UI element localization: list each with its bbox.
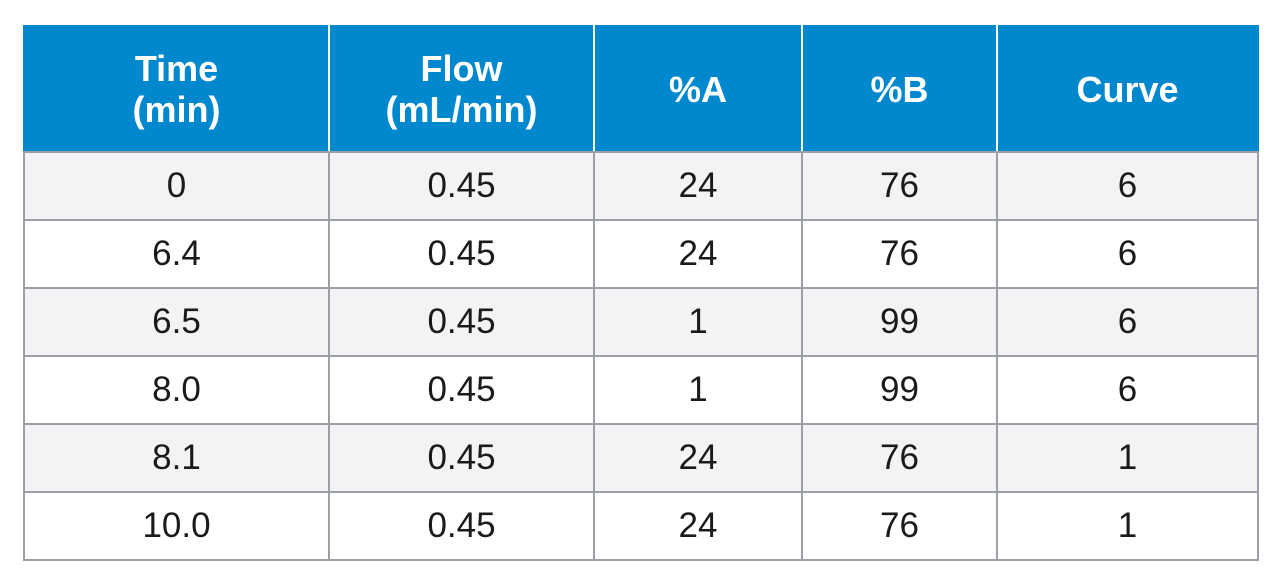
header-flow-unit: (mL/min) — [385, 89, 538, 130]
cell-flow: 0.45 — [328, 151, 595, 221]
cell-time: 0 — [23, 151, 330, 221]
cell-percent-a: 24 — [593, 491, 803, 561]
table-row: 10.0 0.45 24 76 1 — [23, 491, 1259, 561]
table-row: 8.0 0.45 1 99 6 — [23, 355, 1259, 425]
table-row: 0 0.45 24 76 6 — [23, 151, 1259, 221]
cell-curve: 6 — [996, 219, 1259, 289]
cell-flow: 0.45 — [328, 423, 595, 493]
cell-time: 6.4 — [23, 219, 330, 289]
cell-time: 8.1 — [23, 423, 330, 493]
cell-percent-a: 24 — [593, 151, 803, 221]
table-row: 6.4 0.45 24 76 6 — [23, 219, 1259, 289]
header-curve: Curve — [996, 25, 1259, 153]
cell-flow: 0.45 — [328, 355, 595, 425]
cell-curve: 1 — [996, 423, 1259, 493]
cell-percent-a: 24 — [593, 219, 803, 289]
cell-percent-b: 76 — [801, 151, 998, 221]
gradient-table: Time (min) Flow (mL/min) %A %B Curve 0 0… — [23, 25, 1259, 561]
cell-percent-b: 99 — [801, 355, 998, 425]
cell-percent-b: 76 — [801, 423, 998, 493]
cell-percent-b: 76 — [801, 491, 998, 561]
header-time-label: Time — [134, 48, 219, 89]
cell-time: 6.5 — [23, 287, 330, 357]
header-percent-b: %B — [801, 25, 998, 153]
cell-flow: 0.45 — [328, 287, 595, 357]
cell-time: 8.0 — [23, 355, 330, 425]
header-flow: Flow (mL/min) — [328, 25, 595, 153]
cell-percent-a: 1 — [593, 287, 803, 357]
cell-percent-a: 24 — [593, 423, 803, 493]
header-flow-label: Flow — [420, 48, 503, 89]
cell-percent-b: 99 — [801, 287, 998, 357]
cell-percent-a: 1 — [593, 355, 803, 425]
header-percent-b-label: %B — [870, 68, 929, 110]
table-row: 8.1 0.45 24 76 1 — [23, 423, 1259, 493]
header-percent-a: %A — [593, 25, 803, 153]
cell-curve: 6 — [996, 287, 1259, 357]
header-time-unit: (min) — [132, 89, 221, 130]
cell-flow: 0.45 — [328, 219, 595, 289]
cell-flow: 0.45 — [328, 491, 595, 561]
header-curve-label: Curve — [1076, 68, 1179, 110]
cell-curve: 6 — [996, 355, 1259, 425]
cell-curve: 6 — [996, 151, 1259, 221]
cell-percent-b: 76 — [801, 219, 998, 289]
header-percent-a-label: %A — [668, 68, 727, 110]
table-row: 6.5 0.45 1 99 6 — [23, 287, 1259, 357]
cell-curve: 1 — [996, 491, 1259, 561]
header-row: Time (min) Flow (mL/min) %A %B Curve — [23, 25, 1259, 153]
header-time: Time (min) — [23, 25, 330, 153]
cell-time: 10.0 — [23, 491, 330, 561]
